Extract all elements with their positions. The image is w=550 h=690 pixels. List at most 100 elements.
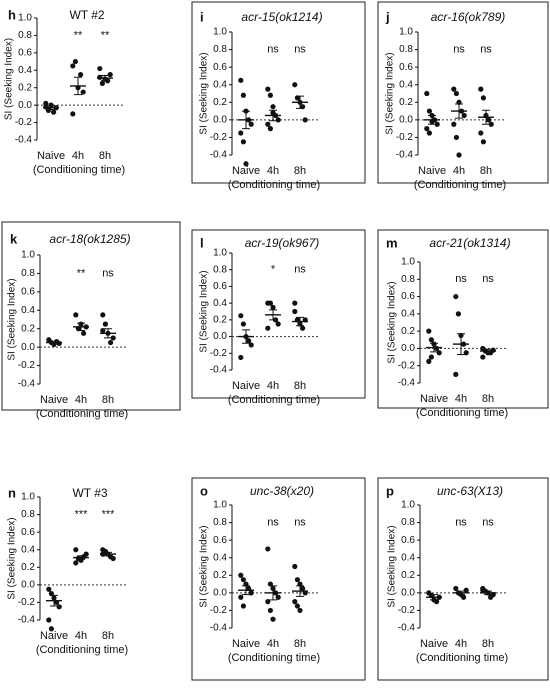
error-bar (484, 590, 492, 596)
data-point (294, 603, 300, 609)
error-bar (242, 585, 250, 596)
error-bar (482, 109, 490, 125)
data-point (102, 548, 108, 555)
y-tick-label: 0.6 (399, 62, 413, 73)
data-point (240, 603, 246, 609)
y-tick-label: 0.2 (213, 314, 227, 325)
data-point (434, 345, 440, 352)
data-point (424, 126, 430, 132)
error-bar (296, 316, 304, 327)
data-point (238, 313, 244, 319)
significance: ns (453, 43, 465, 55)
significance: ** (74, 29, 83, 41)
x-tick-label: 4h (267, 165, 279, 177)
y-tick-label: -0.4 (398, 378, 416, 389)
y-axis-label: SI (Seeking Index) (7, 517, 18, 599)
y-tick-label: -0.4 (210, 623, 228, 634)
y-tick-label: 0.0 (401, 587, 415, 598)
y-tick-label: 0.2 (399, 97, 413, 108)
data-point (99, 80, 105, 86)
y-tick-label: 0.8 (213, 264, 227, 275)
significance: ns (482, 273, 494, 285)
x-tick-label: 8h (294, 380, 306, 392)
error-bar (457, 590, 465, 596)
panel-title: acr-21(ok1314) (429, 236, 510, 250)
data-point (426, 328, 432, 334)
panel: o unc-38(x20) -0.4 -0.2 0.0 0.2 0.4 0.6 0.8 1.0 SI… (191, 477, 366, 681)
significance: ** (77, 267, 86, 279)
y-tick-label: -0.2 (18, 360, 36, 371)
panel-letter: n (8, 485, 16, 500)
data-point (70, 111, 76, 117)
data-point (100, 312, 106, 318)
panel: j acr-16(ok789) -0.4 -0.2 0.0 0.2 0.4 0.6 0.8 1.0… (377, 1, 549, 191)
data-point (428, 354, 434, 360)
error-bar (242, 110, 250, 130)
data-point (463, 587, 469, 593)
y-axis-label: SI (Seeking Index) (199, 270, 210, 352)
significance: ns (482, 516, 494, 528)
y-tick-label: 0.2 (21, 323, 35, 334)
panel-frame (377, 477, 549, 681)
data-point (275, 117, 281, 123)
data-point (455, 311, 461, 317)
y-tick-label: 1.0 (213, 27, 227, 38)
data-point (100, 327, 106, 334)
x-tick-label: 8h (99, 150, 111, 162)
x-axis-label: (Conditioning time) (228, 394, 320, 406)
error-bar (484, 348, 492, 354)
x-axis-label: (Conditioning time) (36, 644, 128, 656)
y-tick-label: -0.2 (210, 132, 228, 143)
data-point (451, 86, 457, 92)
data-point (270, 616, 276, 622)
data-point (45, 107, 52, 113)
significance: ns (294, 264, 306, 276)
panel: p unc-63(X13) -0.4 -0.2 0.0 0.2 0.4 0.6 0.8 1.0 SI… (377, 477, 549, 681)
y-tick-label: 1.0 (21, 250, 35, 261)
data-point (480, 95, 486, 101)
data-point (300, 585, 306, 592)
data-point (426, 108, 432, 114)
y-tick-label: 0.6 (21, 286, 35, 297)
x-tick-label: 8h (102, 394, 114, 406)
data-point (453, 293, 459, 300)
y-tick-label: 1.0 (399, 27, 413, 38)
panel: m acr-21(ok1314) -0.4 -0.2 0.0 0.2 0.4 0.6 0.8 1.… (377, 229, 549, 419)
y-axis-label: SI (Seeking Index) (385, 52, 396, 134)
data-point (46, 617, 52, 623)
x-tick-label: 4h (267, 638, 279, 650)
y-tick-label: 0.0 (213, 114, 227, 125)
data-point (453, 134, 459, 141)
y-axis-label: SI (Seeking Index) (7, 278, 18, 360)
data-point (478, 86, 484, 92)
y-tick-label: 0.0 (401, 343, 415, 354)
data-point (292, 563, 298, 570)
data-point (75, 555, 81, 562)
data-point (248, 121, 254, 127)
y-tick-label: -0.4 (396, 150, 414, 161)
significance: ** (101, 29, 110, 41)
y-tick-label: 0.6 (21, 527, 35, 538)
data-point (246, 338, 252, 344)
panel-frame (377, 1, 549, 184)
y-tick-label: 1.0 (401, 500, 415, 511)
y-tick-label: 1.0 (21, 492, 35, 503)
x-tick-label: Naive (420, 638, 448, 650)
x-tick-label: 8h (102, 630, 114, 642)
data-point (300, 325, 306, 331)
y-tick-label: 0.6 (213, 281, 227, 292)
y-tick-label: 0.4 (213, 79, 227, 90)
data-point (238, 354, 244, 361)
x-tick-label: 4h (267, 380, 279, 392)
error-bar (77, 555, 85, 560)
y-tick-label: 0.4 (21, 305, 35, 316)
y-tick-label: 0.2 (401, 570, 415, 581)
y-tick-label: 0.4 (18, 65, 32, 76)
panel-title: acr-18(ok1285) (49, 232, 130, 246)
data-point (102, 321, 108, 327)
y-tick-label: 1.0 (401, 257, 415, 268)
x-tick-label: 4h (455, 393, 467, 405)
y-tick-label: 0.8 (213, 44, 227, 55)
x-tick-label: Naive (232, 380, 260, 392)
data-point (480, 139, 486, 145)
